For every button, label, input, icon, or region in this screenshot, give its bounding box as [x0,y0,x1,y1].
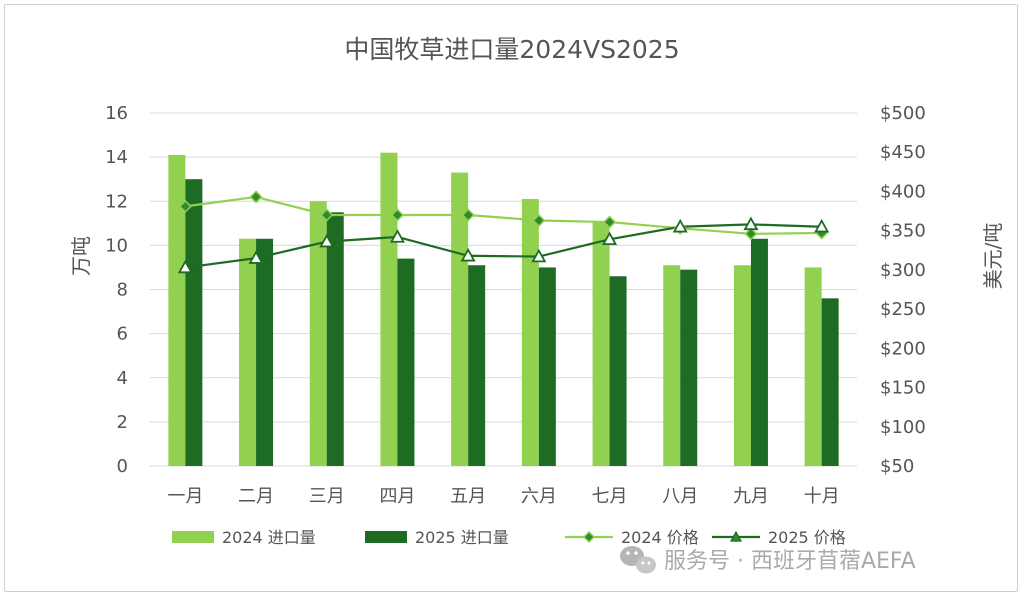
legend-swatch-2024-进口量 [172,531,214,543]
x-tick-7: 七月 [592,486,628,507]
point-2025-价格-2 [248,250,264,264]
point-2024-价格-5 [461,208,475,222]
y-tick-right-usd350: $350 [880,221,926,242]
y-tick-right-usd250: $250 [880,299,926,320]
bar-2025-进口量-8 [680,269,698,466]
y-axis-right-label: 美元/吨 [981,223,1005,290]
legend-swatch-2025-进口量 [365,531,407,543]
watermark-text: 服务号 · 西班牙苜蓿AEFA [664,549,916,574]
y-tick-left-4: 4 [117,368,128,389]
y-tick-left-10: 10 [105,235,128,256]
line-2025-价格 [185,223,822,269]
point-2024-价格-3 [320,208,334,222]
bar-2024-进口量-9 [733,265,751,466]
x-tick-8: 八月 [662,486,698,507]
legend-label-2025-进口量: 2025 进口量 [415,528,509,547]
x-tick-6: 六月 [521,486,557,507]
y-tick-left-6: 6 [117,324,128,345]
bar-2024-进口量-5 [451,172,469,466]
y-tick-right-usd200: $200 [880,338,926,359]
y-tick-right-usd500: $500 [880,103,926,124]
bar-2025-进口量-3 [326,212,344,466]
x-tick-4: 四月 [379,486,415,507]
legend-label-2024-进口量: 2024 进口量 [222,528,316,547]
y-axis-left-label: 万吨 [69,236,93,276]
y-tick-right-usd100: $100 [880,417,926,438]
point-2025-价格-8 [672,218,688,233]
bar-2024-进口量-4 [380,152,398,466]
x-tick-9: 九月 [733,486,769,507]
legend-marker-2025-价格 [729,530,743,542]
y-tick-left-0: 0 [117,456,128,477]
y-tick-left-12: 12 [105,191,128,212]
y-tick-right-usd400: $400 [880,181,926,202]
watermark: 服务号 · 西班牙苜蓿AEFA [620,546,916,574]
y-tick-left-14: 14 [105,147,128,168]
bar-2024-进口量-3 [309,201,327,466]
point-2024-价格-7 [602,215,617,229]
legend-label-2024-价格: 2024 价格 [621,528,699,547]
bar-2025-进口量-4 [397,258,415,466]
y-tick-left-8: 8 [117,280,128,301]
point-2025-价格-4 [389,229,405,243]
y-axis-right-ticks: $50 $100 $150 $200 $250 $300 $350 $400 $450 $500 [880,103,926,477]
bar-2024-进口量-2 [239,238,257,466]
legend-label-2025-价格: 2025 价格 [768,528,846,547]
x-tick-10: 十月 [804,486,840,507]
x-axis-ticks: 一月 二月 三月 四月 五月 六月 七月 八月 九月 十月 [167,486,839,507]
point-2024-价格-9 [744,227,758,241]
bar-2024-进口量-7 [592,221,610,466]
point-2024-价格-4 [390,208,405,222]
bar-2024-进口量-6 [521,199,539,466]
legend-marker-2024-价格 [582,530,596,544]
point-2024-价格-6 [532,213,546,228]
y-tick-right-usd150: $150 [880,378,926,399]
x-tick-5: 五月 [450,486,486,507]
bar-2025-进口量-5 [468,265,486,466]
bar-2025-进口量-2 [256,238,274,466]
line-2024-价格 [185,195,822,235]
x-tick-1: 一月 [167,486,203,507]
price-lines [177,190,830,274]
bar-2025-进口量-9 [750,238,768,466]
wechat-icon [620,546,656,574]
point-2025-价格-3 [319,233,335,248]
y-tick-left-2: 2 [117,412,128,433]
point-2024-价格-2 [249,190,263,204]
point-2024-价格-1 [178,199,192,213]
chart-title: 中国牧草进口量2024VS2025 [344,35,679,64]
x-tick-3: 三月 [309,486,345,507]
bar-2025-进口量-1 [185,179,203,466]
bar-2024-进口量-1 [168,154,186,466]
x-tick-2: 二月 [238,486,274,507]
point-2025-价格-7 [602,231,618,245]
point-2025-价格-9 [743,216,759,231]
legend: 2024 进口量 2025 进口量 2024 价格 2025 价格 [172,528,846,547]
bar-2024-进口量-10 [804,267,822,466]
bar-2025-进口量-10 [821,298,839,466]
y-axis-left-ticks: 0 2 4 6 8 10 12 14 16 [105,103,128,477]
y-tick-right-usd300: $300 [880,260,926,281]
point-2025-价格-6 [531,248,547,263]
y-tick-right-usd450: $450 [880,142,926,163]
point-2025-价格-1 [177,259,193,274]
bar-2024-进口量-8 [663,265,681,466]
point-2025-价格-5 [460,247,476,262]
bar-2025-进口量-6 [538,267,556,466]
bars [168,152,839,466]
y-tick-right-usd50: $50 [880,456,914,477]
bar-2025-进口量-7 [609,276,627,466]
y-tick-left-16: 16 [105,103,128,124]
point-2025-价格-10 [814,218,830,233]
